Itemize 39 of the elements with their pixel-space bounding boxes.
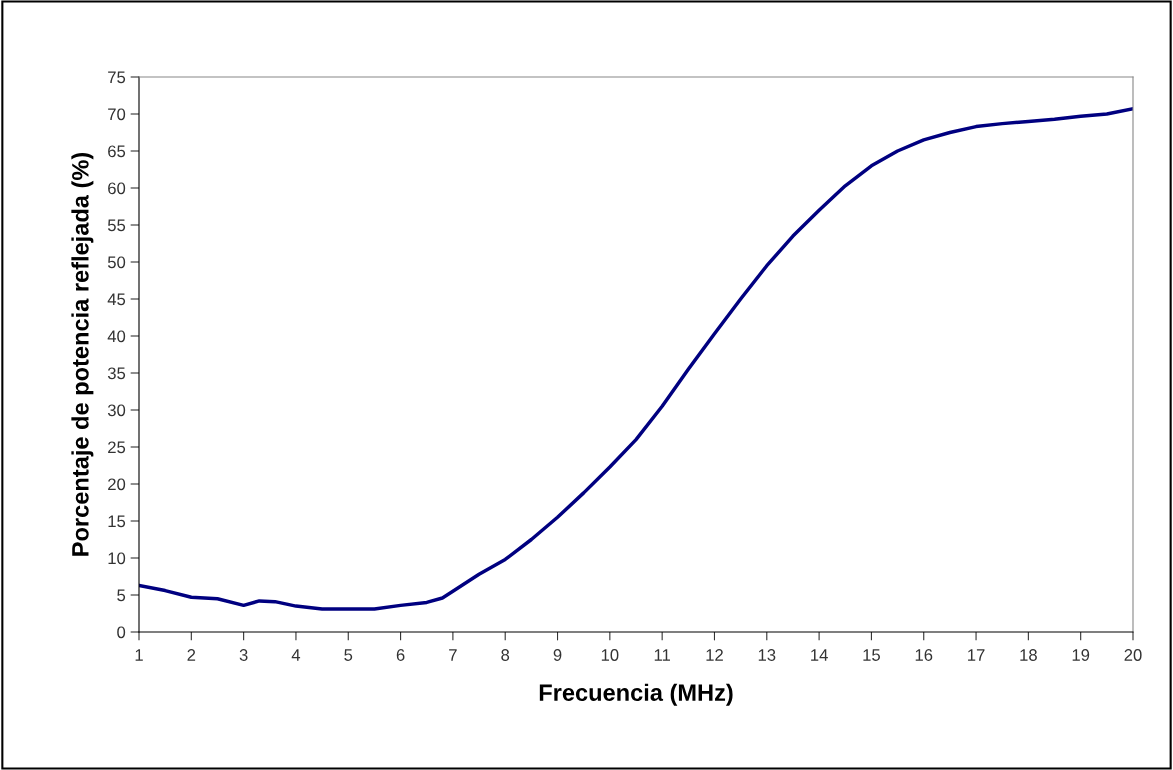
x-tick-label: 5 (344, 649, 353, 661)
line-series (139, 107, 1133, 611)
y-tick-label: 50 (107, 256, 126, 269)
y-tick-label: 60 (108, 182, 126, 195)
y-tick-label: 0 (117, 626, 126, 639)
y-tick-label: 70 (108, 108, 126, 121)
x-tick-label: 4 (291, 649, 301, 661)
y-tick-label: 65 (108, 145, 126, 158)
x-axis-title: Frecuencia (MHz) (539, 683, 733, 706)
x-tick-label: 15 (863, 649, 880, 661)
x-tick-label: 3 (239, 649, 248, 661)
x-tick-label: 13 (758, 649, 776, 661)
x-tick-label: 18 (1020, 649, 1037, 661)
x-tick-label: 19 (1072, 649, 1090, 661)
y-tick-label: 75 (108, 71, 126, 84)
y-tick-label: 30 (107, 404, 126, 417)
x-tick-label: 7 (449, 649, 457, 661)
x-tick-label: 17 (968, 649, 985, 661)
y-tick-label: 5 (117, 589, 126, 602)
x-tick-label: 9 (553, 649, 562, 661)
y-tick-label: 25 (108, 441, 126, 454)
x-tick-label: 1 (135, 649, 143, 661)
x-tick-label: 2 (187, 649, 196, 661)
x-tick-label: 11 (654, 649, 670, 661)
y-tick-label: 15 (108, 515, 126, 528)
y-tick-label: 40 (107, 330, 126, 343)
y-tick-label: 20 (108, 478, 126, 491)
y-tick-label: 10 (108, 552, 126, 565)
x-tick-label: 12 (706, 649, 723, 661)
y-tick-label: 35 (107, 367, 126, 380)
y-axis-title: Porcentaje de potencia reflejada (%) (71, 152, 94, 556)
x-tick-label: 20 (1124, 649, 1142, 661)
x-tick-label: 8 (501, 649, 510, 661)
x-tick-label: 10 (601, 649, 619, 661)
x-tick-label: 16 (915, 649, 933, 661)
x-tick-label: 6 (396, 649, 405, 661)
y-tick-label: 45 (107, 293, 126, 306)
x-tick-label: 14 (811, 649, 828, 661)
y-tick-label: 55 (107, 219, 126, 232)
